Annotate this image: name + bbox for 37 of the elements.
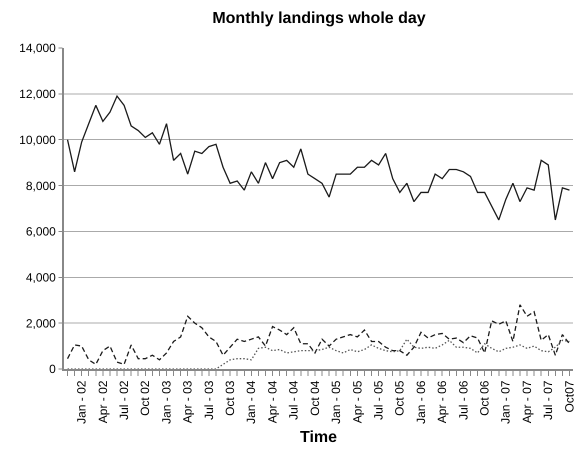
x-tick-label: Jan - 03 bbox=[159, 380, 174, 424]
y-tick-label: 14,000 bbox=[19, 41, 56, 56]
x-tick-label: Oct 03 bbox=[223, 380, 238, 416]
x-tick-label: Jan - 05 bbox=[329, 380, 344, 424]
y-tick-label: 12,000 bbox=[19, 87, 56, 102]
x-tick-label: Oct 04 bbox=[308, 380, 322, 416]
x-tick-label: Jan - 06 bbox=[414, 380, 428, 424]
line-series bbox=[66, 304, 570, 366]
y-tick-label: 2,000 bbox=[26, 316, 56, 330]
x-tick-label: Apr - 05 bbox=[350, 380, 364, 424]
x-tick-label: Jan - 07 bbox=[498, 380, 513, 424]
x-tick-label: Jul - 06 bbox=[456, 380, 470, 420]
chart-title: Monthly landings whole day bbox=[212, 10, 426, 27]
x-tick-label: Apr - 07 bbox=[520, 380, 534, 424]
x-tick-label: Jul - 05 bbox=[371, 380, 386, 420]
line-series bbox=[66, 338, 570, 369]
x-axis-title: Time bbox=[300, 429, 338, 446]
x-tick-label: Apr - 06 bbox=[435, 380, 450, 424]
y-tick-label: 8,000 bbox=[26, 178, 56, 193]
x-tick-label: Jan - 04 bbox=[244, 380, 258, 424]
x-tick-label: Jul - 02 bbox=[116, 380, 131, 420]
y-tick-label: 4,000 bbox=[26, 270, 56, 284]
x-tick-label: Apr - 03 bbox=[180, 380, 195, 424]
x-tick-label: Jul - 04 bbox=[286, 380, 301, 420]
x-tick-label: Jan - 02 bbox=[74, 380, 89, 424]
x-tick-label: Apr - 04 bbox=[265, 380, 280, 424]
x-tick-label: Apr - 02 bbox=[96, 380, 110, 424]
y-tick-label: 6,000 bbox=[26, 224, 56, 239]
y-tick-label: 0 bbox=[49, 362, 56, 376]
line-series bbox=[66, 96, 570, 221]
x-tick-label: Oct 05 bbox=[392, 380, 407, 416]
x-tick-label: Jul - 03 bbox=[202, 380, 216, 420]
x-tick-label: Oct 06 bbox=[478, 380, 492, 416]
x-tick-label: Jul - 07 bbox=[541, 380, 556, 420]
x-tick-label: Oct 02 bbox=[138, 380, 152, 416]
x-tick-label: Oct07 bbox=[562, 380, 576, 413]
y-tick-label: 10,000 bbox=[19, 132, 56, 147]
